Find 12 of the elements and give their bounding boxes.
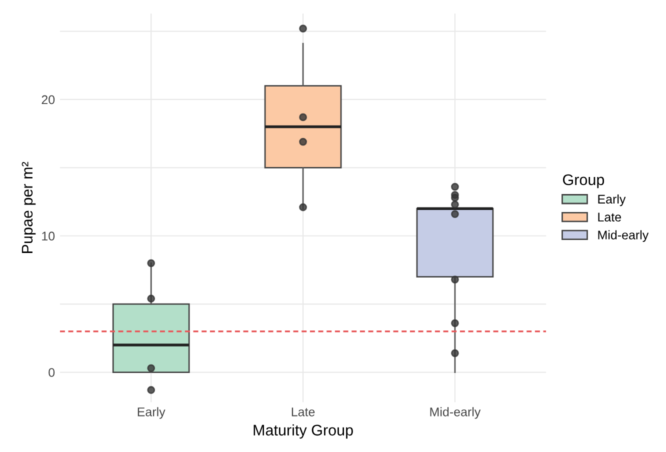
x-tick-label: Early — [138, 407, 166, 419]
x-tick-label: Late — [292, 408, 315, 416]
legend-label: Early — [598, 194, 626, 206]
legend-label: Mid-early — [598, 230, 649, 242]
x-tick-label: Mid-early — [430, 407, 481, 419]
legend-title: Group — [563, 174, 604, 188]
legend-label: Late — [598, 212, 622, 222]
y-tick-label: 20 — [42, 95, 55, 104]
y-tick-label: 0 — [48, 368, 55, 377]
y-axis-title: Pupae per m² — [22, 162, 36, 253]
y-tick-label: 10 — [42, 232, 55, 241]
x-axis-title: Maturity Group — [254, 424, 353, 439]
